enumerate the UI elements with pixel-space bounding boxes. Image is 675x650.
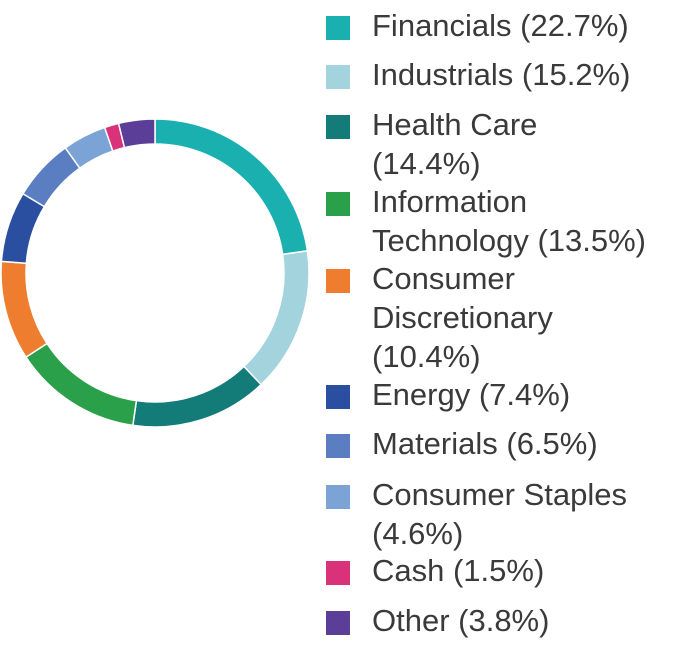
legend-label-materials: Materials (6.5%) bbox=[372, 426, 598, 461]
legend-swatch-financials bbox=[326, 16, 350, 40]
legend-label-consumer-staples: Consumer Staples (4.6%) bbox=[372, 477, 628, 551]
donut-slice-industrials bbox=[242, 249, 310, 386]
legend-swatch-health-care bbox=[326, 115, 350, 139]
donut-slice-energy bbox=[0, 192, 46, 265]
legend-swatch-materials bbox=[326, 434, 350, 458]
donut-slice-consumer-discretionary bbox=[0, 260, 48, 359]
legend-label-energy: Energy (7.4%) bbox=[372, 377, 571, 412]
donut-slice-other bbox=[117, 118, 156, 149]
donut-slice-information-technology bbox=[24, 342, 138, 427]
legend-swatch-consumer-discretionary bbox=[326, 269, 350, 293]
legend-label-cash: Cash (1.5%) bbox=[372, 553, 545, 588]
legend-swatch-consumer-staples bbox=[326, 485, 350, 509]
legend-label-other: Other (3.8%) bbox=[372, 603, 550, 638]
donut-slice-financials bbox=[154, 118, 309, 256]
legend-label-consumer-discretionary: Consumer Discretionary (10.4%) bbox=[372, 261, 553, 374]
donut-chart bbox=[0, 118, 310, 428]
legend-swatch-other bbox=[326, 611, 350, 635]
legend-label-financials: Financials (22.7%) bbox=[372, 8, 629, 43]
legend-label-industrials: Industrials (15.2%) bbox=[372, 57, 631, 92]
legend-label-information-technology: Information Technology (13.5%) bbox=[372, 184, 646, 258]
legend-swatch-industrials bbox=[326, 65, 350, 89]
legend-swatch-energy bbox=[326, 385, 350, 409]
legend-swatch-cash bbox=[326, 561, 350, 585]
chart-legend: Financials (22.7%) Industrials (15.2%) H… bbox=[326, 0, 675, 650]
donut-slice-health-care bbox=[131, 365, 263, 428]
legend-label-health-care: Health Care (14.4%) bbox=[372, 107, 538, 181]
legend-swatch-information-technology bbox=[326, 192, 350, 216]
